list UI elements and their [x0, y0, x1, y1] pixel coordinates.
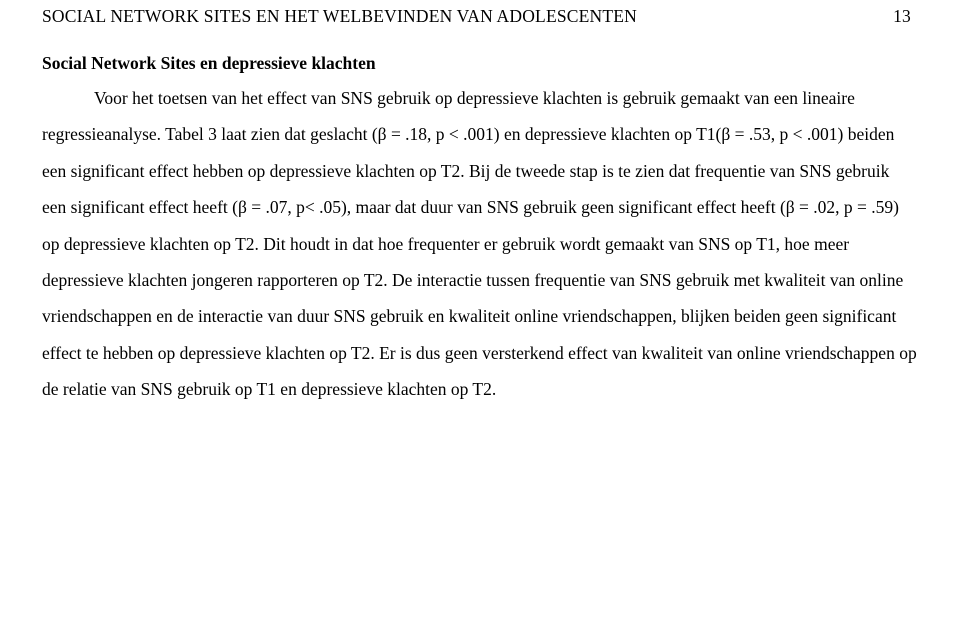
body-paragraph: Voor het toetsen van het effect van SNS … [42, 80, 917, 408]
running-header: SOCIAL NETWORK SITES EN HET WELBEVINDEN … [42, 6, 917, 27]
running-title: SOCIAL NETWORK SITES EN HET WELBEVINDEN … [42, 6, 637, 27]
section-heading: Social Network Sites en depressieve klac… [42, 53, 917, 74]
page-number: 13 [893, 6, 917, 27]
document-page: SOCIAL NETWORK SITES EN HET WELBEVINDEN … [0, 0, 959, 408]
